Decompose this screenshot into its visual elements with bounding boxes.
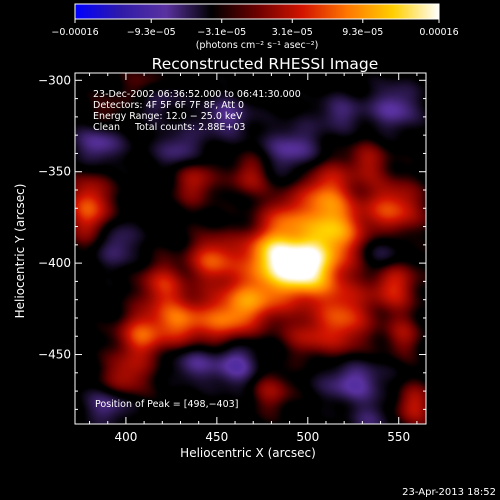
colorbar-tick-label: −3.1e−05 [197, 27, 246, 38]
x-axis-label: Heliocentric X (arcsec) [180, 446, 316, 460]
annotation-detectors: Detectors: 4F 5F 6F 7F 8F, Att 0 [93, 100, 244, 111]
timestamp: 23-Apr-2013 18:52 [402, 487, 496, 498]
colorbar-tick-label: 9.3e−05 [342, 27, 383, 38]
annotation-time-range: 23-Dec-2002 06:36:52.000 to 06:41:30.000 [93, 89, 301, 100]
x-tick-label: 400 [114, 430, 137, 444]
plot-area [75, 73, 426, 424]
y-tick-label: −450 [38, 348, 71, 362]
colorbar-tick-label: −0.00016 [51, 27, 98, 38]
annotation-energy-range: Energy Range: 12.0 − 25.0 keV [93, 111, 243, 122]
x-tick-label: 500 [296, 430, 319, 444]
peak-position-label: Position of Peak = [498,−403] [95, 399, 238, 410]
y-tick-label: −400 [38, 256, 71, 270]
y-tick-label: −350 [38, 165, 71, 179]
axes: 400 450 500 550 −300 −350 −400 −450 [38, 72, 427, 444]
colorbar-tick-label: −9.3e−05 [127, 27, 176, 38]
colorbar-tick-label: 0.00016 [419, 27, 458, 38]
colorbar-tick-label: 3.1e−05 [272, 27, 313, 38]
x-tick-label: 450 [205, 430, 228, 444]
x-tick-label: 550 [387, 430, 410, 444]
heatmap-image [75, 73, 426, 424]
colorbar-units: (photons cm⁻² s⁻¹ asec⁻²) [196, 40, 319, 51]
colorbar-ticks: −0.00016 −9.3e−05 −3.1e−05 3.1e−05 9.3e−05 0.… [51, 19, 459, 38]
colorbar [74, 3, 440, 20]
annotation-clean-counts: Clean Total counts: 2.88E+03 [93, 122, 245, 133]
y-tick-label: −300 [38, 73, 71, 87]
y-axis-label: Heliocentric Y (arcsec) [13, 184, 27, 319]
plot-frame [74, 72, 427, 425]
chart-title: Reconstructed RHESSI Image [152, 55, 379, 73]
peak-marker [303, 267, 306, 270]
